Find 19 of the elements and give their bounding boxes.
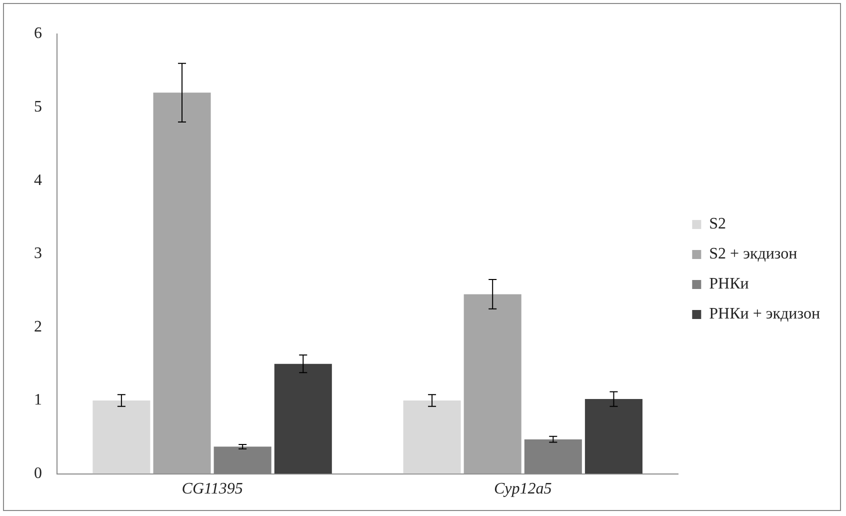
y-tick-label: 0 <box>34 465 42 482</box>
y-tick-label: 1 <box>34 392 42 409</box>
y-tick-label: 5 <box>34 98 42 116</box>
bar <box>153 92 211 474</box>
y-tick-label: 2 <box>34 318 42 336</box>
legend-label: РНКи <box>709 276 750 293</box>
bar <box>464 294 522 474</box>
y-tick-label: 4 <box>34 172 42 189</box>
legend-label: РНКи + экдизон <box>709 306 820 323</box>
legend-label: S2 + экдизон <box>709 246 798 263</box>
bar <box>403 400 461 474</box>
legend-label: S2 <box>709 216 726 233</box>
x-tick-label: CG11395 <box>182 480 243 498</box>
bar <box>92 400 150 474</box>
y-tick-label: 3 <box>34 245 42 262</box>
x-tick-label: Cyp12a5 <box>494 480 552 498</box>
bar <box>584 399 642 474</box>
y-tick-label: 6 <box>34 25 42 42</box>
bar <box>274 364 332 474</box>
